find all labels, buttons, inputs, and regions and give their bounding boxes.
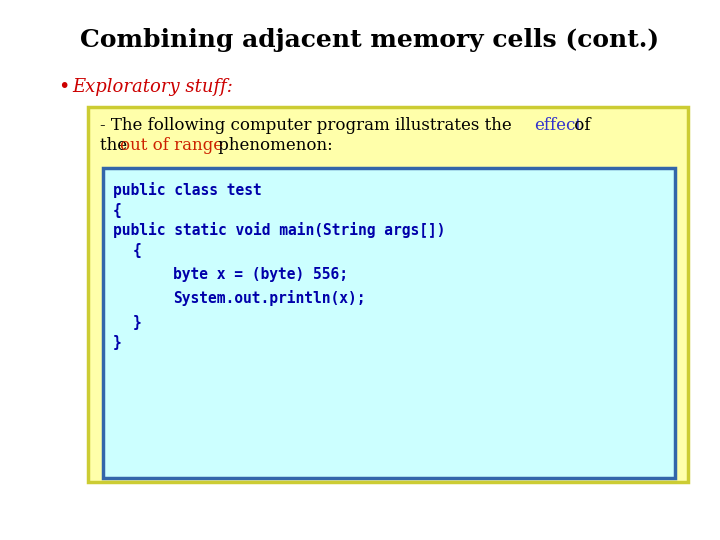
Text: public static void main(String args[]): public static void main(String args[]): [113, 222, 446, 238]
Text: byte x = (byte) 556;: byte x = (byte) 556;: [173, 267, 348, 282]
Text: }: }: [113, 334, 122, 349]
Text: Exploratory stuff:: Exploratory stuff:: [72, 78, 233, 96]
Text: Combining adjacent memory cells (cont.): Combining adjacent memory cells (cont.): [80, 28, 659, 52]
Text: out of range: out of range: [120, 137, 223, 153]
Text: {: {: [113, 202, 122, 218]
Bar: [103, 168, 675, 478]
Text: public class test: public class test: [113, 182, 262, 198]
Text: - The following computer program illustrates the: - The following computer program illustr…: [100, 117, 517, 133]
Bar: [88, 107, 688, 482]
Text: of: of: [569, 117, 590, 133]
Text: }: }: [133, 314, 142, 329]
Text: effect: effect: [534, 117, 582, 133]
Text: phenomenon:: phenomenon:: [213, 137, 333, 153]
Text: System.out.println(x);: System.out.println(x);: [173, 290, 366, 306]
Text: {: {: [133, 242, 142, 258]
Text: •: •: [58, 78, 69, 97]
Text: the: the: [100, 137, 132, 153]
